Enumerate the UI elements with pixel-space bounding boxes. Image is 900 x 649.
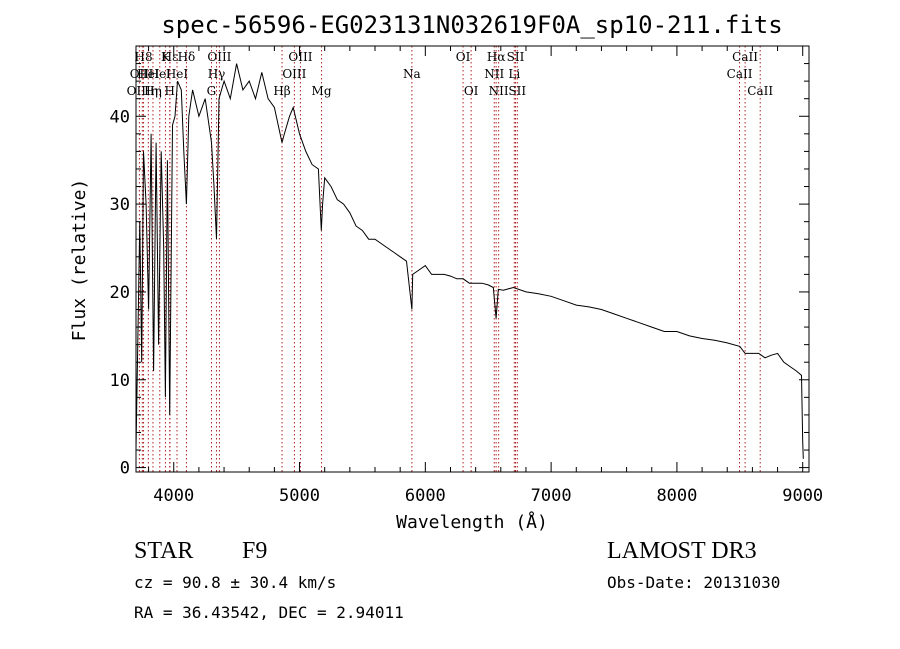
x-tick-label: 4000 xyxy=(153,486,194,506)
ra-dec-coordinates: RA = 36.43542, DEC = 2.94011 xyxy=(134,603,404,622)
line-label: Hδ xyxy=(178,50,196,64)
line-label: Hα xyxy=(487,50,506,64)
spectrum-line xyxy=(135,63,804,459)
emission-line-labels: OIIOIIIηH8HeIHηHeIKHHεHeIHδGHγOIIIHβOIII… xyxy=(127,50,774,98)
y-axis-label: Flux (relative) xyxy=(69,179,90,342)
line-label: NII xyxy=(489,84,509,98)
line-label: SII xyxy=(508,84,526,98)
y-tick-label: 30 xyxy=(110,195,130,215)
line-label: Li xyxy=(508,67,520,81)
line-label: OI xyxy=(456,50,471,64)
line-label: HeI xyxy=(166,67,189,81)
x-tick-label: 7000 xyxy=(531,486,572,506)
x-axis-ticks: 4000 5000 6000 7000 8000 9000 xyxy=(148,46,823,506)
x-tick-label: 8000 xyxy=(656,486,697,506)
line-label: K xyxy=(161,50,171,64)
redshift-velocity: cz = 90.8 ± 30.4 km/s xyxy=(134,573,337,592)
line-label: OIII xyxy=(288,50,312,64)
line-label: OI xyxy=(464,84,479,98)
x-tick-label: 9000 xyxy=(782,486,823,506)
y-axis-ticks: 0 10 20 30 40 xyxy=(110,63,809,479)
line-label: OIIIη xyxy=(127,84,158,98)
line-label: CaII xyxy=(747,84,773,98)
line-label: CaII xyxy=(732,50,758,64)
line-label: Hε xyxy=(162,50,179,64)
observation-date: Obs-Date: 20131030 xyxy=(607,573,781,592)
line-label: NII xyxy=(484,67,504,81)
chart-title: spec-56596-EG023131N032619F0A_sp10-211.f… xyxy=(161,11,782,39)
plot-frame xyxy=(135,45,810,473)
y-tick-label: 40 xyxy=(110,107,130,127)
x-tick-label: 6000 xyxy=(405,486,446,506)
line-label: Hγ xyxy=(208,67,226,81)
line-label: OII xyxy=(130,67,150,81)
line-label: HeI xyxy=(149,67,172,81)
y-tick-label: 0 xyxy=(120,459,130,479)
x-axis-label: Wavelength (Å) xyxy=(396,511,548,533)
object-subclass: F9 xyxy=(242,538,268,564)
x-tick-label: 5000 xyxy=(279,486,320,506)
y-tick-label: 20 xyxy=(110,283,130,303)
survey-name: LAMOST DR3 xyxy=(607,538,757,564)
line-label: H8 xyxy=(134,50,152,64)
line-label: OIII xyxy=(282,67,306,81)
y-tick-label: 10 xyxy=(110,371,130,391)
line-label: OIII xyxy=(207,50,231,64)
object-class: STAR xyxy=(134,538,194,564)
line-label: SII xyxy=(507,50,525,64)
line-label: H xyxy=(164,84,174,98)
line-label: Hβ xyxy=(273,84,290,98)
line-label: Hη xyxy=(144,84,162,98)
line-label: Mg xyxy=(312,84,332,98)
line-label: G xyxy=(207,84,217,98)
line-label: HeI xyxy=(137,67,160,81)
emission-line-markers xyxy=(138,46,761,472)
line-label: Na xyxy=(403,67,421,81)
line-label: CaII xyxy=(727,67,753,81)
